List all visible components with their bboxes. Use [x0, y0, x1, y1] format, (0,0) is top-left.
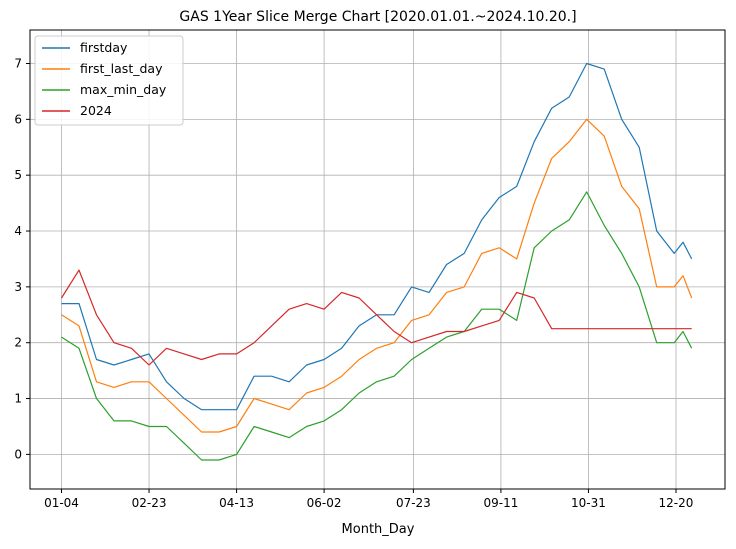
x-tick-label: 09-11: [483, 496, 518, 510]
x-tick-label: 01-04: [44, 496, 79, 510]
series-line-max-min-day: [61, 191, 693, 461]
y-tick-label: 5: [14, 168, 22, 182]
y-tick-label: 7: [14, 57, 22, 71]
y-tick-label: 6: [14, 112, 22, 126]
series-lines: [60, 62, 693, 461]
x-tick-label: 07-23: [396, 496, 431, 510]
series-line-2024: [60, 269, 692, 366]
chart-title: GAS 1Year Slice Merge Chart [2020.01.01.…: [179, 9, 576, 25]
legend-label: 2024: [80, 103, 112, 118]
x-tick-label: 02-23: [132, 496, 167, 510]
y-tick-label: 1: [14, 392, 22, 406]
legend-box: [34, 35, 184, 126]
plot-frame: [29, 29, 726, 490]
grid: [30, 30, 725, 489]
x-tick-label: 04-13: [219, 496, 254, 510]
series-line-firstday: [61, 62, 693, 411]
series-line-first-last-day: [61, 118, 693, 433]
legend-label: firstday: [80, 40, 128, 55]
y-tick-label: 2: [14, 336, 22, 350]
x-tick-label: 10-31: [571, 496, 606, 510]
x-tick-label: 06-02: [307, 496, 342, 510]
y-tick-label: 4: [14, 224, 22, 238]
legend-label: first_last_day: [80, 61, 163, 76]
x-tick-label: 12-20: [659, 496, 694, 510]
y-axis-ticks: 0 1 2 3 4 5 6 7: [14, 57, 30, 461]
y-tick-label: 0: [14, 447, 22, 461]
legend-label: max_min_day: [80, 82, 167, 97]
y-tick-label: 3: [14, 280, 22, 294]
x-axis-ticks: 01-04 02-23 04-13 06-02 07-23 09-11 10-31 12-20: [44, 489, 693, 510]
x-axis-label: Month_Day: [342, 522, 415, 537]
legend: firstday first_last_day max_min_day 2024: [34, 35, 184, 126]
